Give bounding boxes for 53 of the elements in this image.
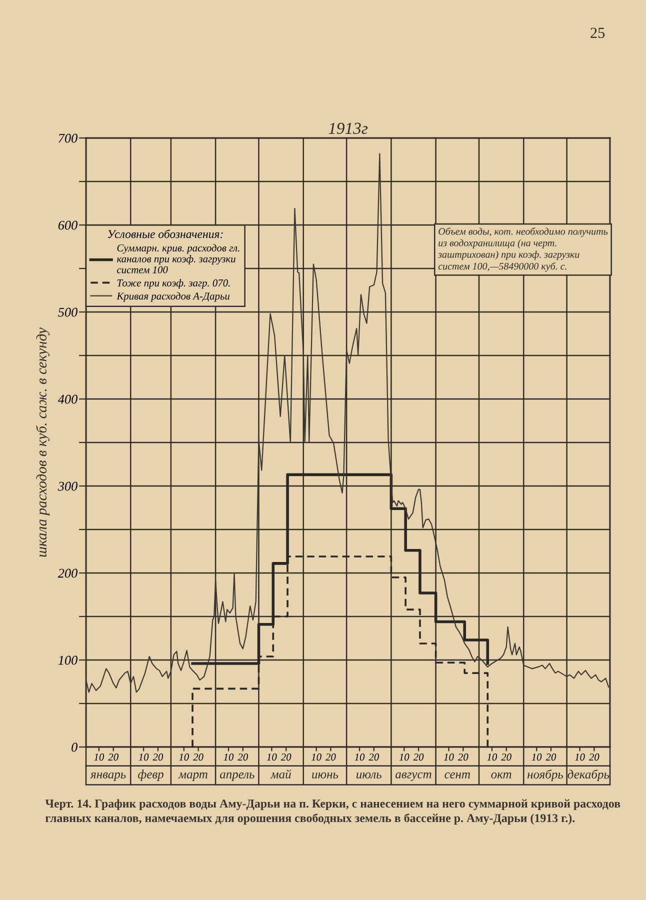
x-tick-label: 10 xyxy=(94,754,104,761)
text: окт xyxy=(491,772,512,778)
y-tick-label: 700 xyxy=(58,134,78,143)
text: май xyxy=(270,769,292,778)
x-tick-label: 20 xyxy=(326,754,336,761)
x-tick-label: 10 xyxy=(354,754,365,761)
text: сент xyxy=(444,772,470,778)
x-tick-label: 10 xyxy=(399,754,410,761)
text: август xyxy=(396,772,432,781)
text: июль xyxy=(356,772,382,778)
x-tick-label: 20 xyxy=(193,754,204,761)
x-tick-label: 20 xyxy=(368,754,379,761)
y-tick-label: 100 xyxy=(58,656,78,665)
text: март xyxy=(178,772,208,781)
x-tick-label: 10 xyxy=(179,754,189,761)
x-tick-label: 20 xyxy=(413,754,424,761)
text: январь xyxy=(90,772,126,781)
y-tick-label: 400 xyxy=(58,394,78,404)
x-tick-label: 20 xyxy=(458,754,468,761)
y-tick-label: 500 xyxy=(58,308,78,317)
text: декабрь xyxy=(568,770,610,782)
x-tick-label: 20 xyxy=(588,754,600,761)
x-tick-label: 10 xyxy=(138,754,149,761)
x-tick-label: 20 xyxy=(280,754,292,761)
text: 25 xyxy=(590,28,605,38)
y-tick-label: 200 xyxy=(58,568,78,578)
x-tick-label: 10 xyxy=(532,754,542,761)
x-tick-label: 20 xyxy=(108,754,118,761)
y-axis-title: шкала расходов в куб. саж. в секунду xyxy=(36,328,50,557)
x-tick-label: 20 xyxy=(546,754,556,761)
legend-label: Тоже при коэф. загр. 070. xyxy=(117,279,230,289)
x-tick-label: 10 xyxy=(266,754,277,761)
x-tick-label: 10 xyxy=(574,754,585,761)
chart-title: 1913г xyxy=(328,122,368,134)
legend-title: Условные обозначения: xyxy=(108,230,223,238)
x-tick-label: 20 xyxy=(501,754,512,761)
text: июнь xyxy=(312,772,338,778)
text: ноябрь xyxy=(527,770,564,782)
x-tick-label: 20 xyxy=(238,754,248,761)
x-tick-label: 10 xyxy=(444,754,454,761)
text: Черт. 14. График расходов воды Аму-Дарьи на п. Керки, с нанесением на него суммарной кривой расходов главных каналов, намечаемых для орошения свободных земель в бассейне р. Аму-Дарьи (1913 г.). xyxy=(45,799,620,825)
text: апрель xyxy=(220,772,254,781)
x-tick-label: 10 xyxy=(487,754,498,761)
y-tick-label: 600 xyxy=(58,220,78,230)
x-tick-label: 20 xyxy=(152,754,164,761)
text: февр xyxy=(138,770,164,781)
y-tick-label: 0 xyxy=(72,742,78,752)
annotation: Объем воды, кот. необходимо получить из водохранилища (на черт. заштрихован) при коэф. загрузки систем 100,—58490000 куб. с. xyxy=(438,228,608,272)
x-tick-label: 10 xyxy=(311,754,322,761)
legend-label: Кривая расходов А-Дарьи xyxy=(116,292,230,302)
y-tick-label: 300 xyxy=(58,482,78,491)
legend-label: Суммарн. крив. расходов гл. каналов при коэф. загрузки систем 100 xyxy=(117,244,240,274)
x-tick-label: 10 xyxy=(224,754,234,761)
